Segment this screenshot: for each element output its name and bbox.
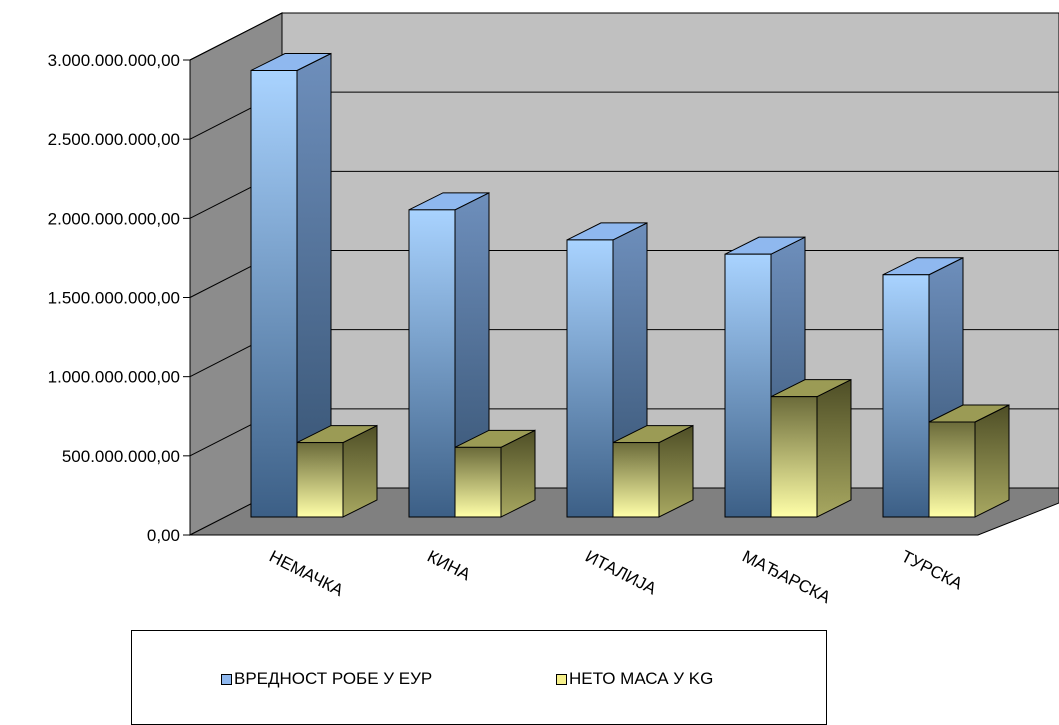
- bar-series2-front: [296, 442, 344, 518]
- legend-item-series-1: ВРЕДНОСТ РОБЕ У ЕУР: [221, 669, 432, 689]
- bar-series1-front: [566, 239, 614, 518]
- bar-series2-front: [612, 442, 660, 518]
- bars: [250, 52, 1010, 518]
- legend-swatch-yellow: [556, 673, 567, 685]
- bar-series2-front: [770, 396, 818, 518]
- gridline-side: [189, 12, 283, 61]
- y-tick-label: 1.000.000.000,00: [48, 368, 180, 387]
- y-tick-label: 2.000.000.000,00: [48, 209, 180, 228]
- bar-series2: [612, 424, 694, 518]
- legend-item-series-2: НЕТО МАСА У KG: [556, 669, 713, 689]
- y-axis-ticks: 0,00 500.000.000,00 1.000.000.000,00 1.500.…: [48, 51, 978, 545]
- bar-series2-side: [816, 378, 852, 518]
- y-tick-label: 3.000.000.000,00: [48, 51, 180, 70]
- legend-swatch-blue: [221, 673, 232, 685]
- x-tick-label: ИТАЛИЈА: [582, 547, 660, 599]
- bar-series2-front: [454, 446, 502, 518]
- legend: ВРЕДНОСТ РОБЕ У ЕУР НЕТО МАСА У KG: [131, 630, 827, 725]
- x-axis-labels: НЕМАЧКА КИНА ИТАЛИЈА МАЂАРСКА ТУРСКА: [266, 547, 966, 608]
- bar-series1: [250, 52, 332, 518]
- bar-series1-front: [882, 274, 930, 518]
- legend-label: ВРЕДНОСТ РОБЕ У ЕУР: [234, 669, 433, 688]
- bar-series1-front: [250, 70, 298, 518]
- y-tick-label: 2.500.000.000,00: [48, 130, 180, 149]
- x-tick-label: КИНА: [424, 547, 474, 585]
- x-tick-label: МАЂАРСКА: [739, 547, 834, 608]
- y-tick-label: 1.500.000.000,00: [48, 289, 180, 308]
- legend-label: НЕТО МАСА У KG: [569, 669, 714, 688]
- bar-series1-front: [724, 253, 772, 518]
- y-tick-label: 500.000.000,00: [62, 447, 180, 466]
- bar-series2: [296, 424, 378, 518]
- bar-series2: [928, 404, 1010, 518]
- y-tick-label: 0,00: [147, 526, 180, 545]
- bar-series2: [454, 429, 536, 518]
- bar-series2-front: [928, 421, 976, 518]
- bar-series2: [770, 378, 852, 518]
- bar-series1-front: [408, 209, 456, 518]
- x-tick-label: ТУРСКА: [898, 547, 966, 594]
- bar-series2-side: [974, 404, 1010, 518]
- x-tick-label: НЕМАЧКА: [266, 547, 347, 601]
